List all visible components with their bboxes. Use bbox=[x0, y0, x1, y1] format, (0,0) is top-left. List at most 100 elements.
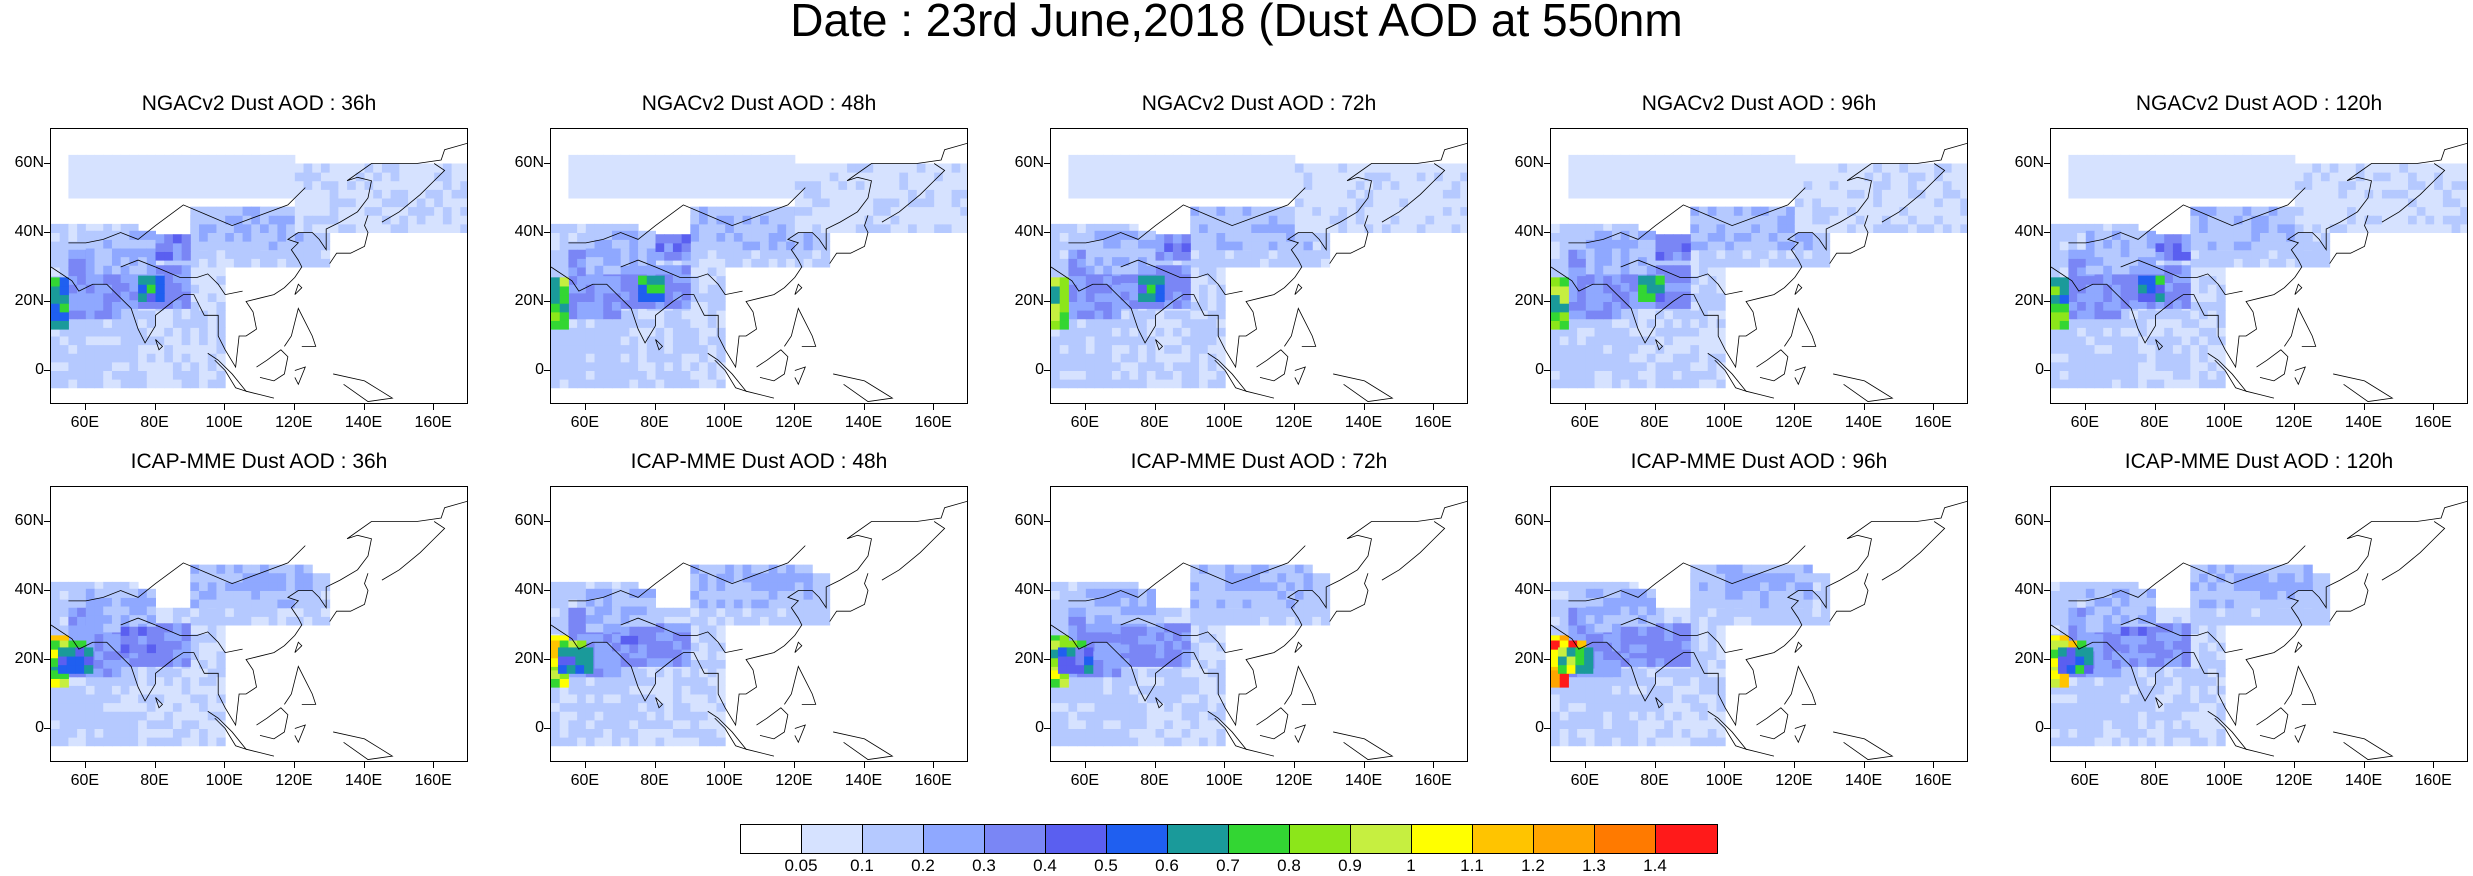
aod-cell bbox=[1847, 215, 1856, 224]
aod-cell bbox=[1452, 215, 1461, 224]
aod-cell bbox=[917, 224, 926, 233]
aod-cell bbox=[190, 258, 199, 267]
aod-cell bbox=[2103, 319, 2112, 328]
aod-cell bbox=[182, 353, 191, 362]
aod-cell bbox=[2156, 234, 2165, 243]
aod-cell bbox=[1595, 172, 1604, 181]
lat-tick-label: 20N bbox=[1504, 292, 1544, 310]
aod-cell bbox=[2234, 207, 2243, 216]
aod-cell bbox=[2138, 353, 2147, 362]
aod-cell bbox=[1804, 258, 1813, 267]
aod-cell bbox=[656, 293, 665, 302]
aod-cell bbox=[2112, 181, 2121, 190]
aod-cell bbox=[786, 224, 795, 233]
aod-cell bbox=[1190, 371, 1199, 380]
aod-cell bbox=[2417, 164, 2426, 173]
aod-cell bbox=[1743, 233, 1752, 242]
aod-cell bbox=[2208, 250, 2217, 259]
aod-cell bbox=[1734, 207, 1743, 216]
lat-tick bbox=[544, 301, 550, 302]
aod-cell bbox=[925, 189, 934, 198]
aod-cell bbox=[1716, 379, 1725, 388]
aod-cell bbox=[1138, 371, 1147, 380]
aod-cell bbox=[68, 189, 77, 198]
aod-cell bbox=[795, 181, 804, 190]
aod-cell bbox=[1551, 286, 1560, 295]
aod-cell bbox=[60, 379, 69, 388]
aod-cell bbox=[1060, 312, 1069, 321]
aod-cell bbox=[304, 172, 313, 181]
aod-cell bbox=[2269, 189, 2278, 198]
aod-cell bbox=[1664, 291, 1673, 300]
aod-cell bbox=[1112, 181, 1121, 190]
aod-cell bbox=[1243, 207, 1252, 216]
aod-cell bbox=[1129, 189, 1138, 198]
aod-cell bbox=[647, 155, 656, 164]
aod-cell bbox=[1103, 353, 1112, 362]
aod-cell bbox=[2182, 371, 2191, 380]
aod-cell bbox=[568, 181, 577, 190]
aod-cell bbox=[586, 319, 595, 328]
aod-cell bbox=[1682, 310, 1691, 319]
aod-cell bbox=[129, 265, 138, 274]
aod-cell bbox=[2452, 172, 2461, 181]
aod-cell bbox=[2269, 155, 2278, 164]
aod-cell bbox=[1060, 233, 1069, 242]
aod-cell bbox=[1077, 164, 1086, 173]
aod-cell bbox=[1586, 181, 1595, 190]
lat-tick bbox=[544, 232, 550, 233]
aod-cell bbox=[2156, 172, 2165, 181]
aod-cell bbox=[586, 362, 595, 371]
aod-cell bbox=[2182, 251, 2191, 260]
aod-cell bbox=[391, 224, 400, 233]
aod-cell bbox=[2225, 189, 2234, 198]
aod-cell bbox=[452, 164, 461, 173]
aod-cell bbox=[2347, 224, 2356, 233]
aod-cell bbox=[95, 248, 104, 257]
aod-cell bbox=[1647, 345, 1656, 354]
aod-cell bbox=[1603, 155, 1612, 164]
aod-cell bbox=[1190, 267, 1199, 276]
aod-cell bbox=[952, 198, 961, 207]
aod-cell bbox=[656, 284, 665, 293]
aod-cell bbox=[1725, 250, 1734, 259]
aod-cell bbox=[1656, 327, 1665, 336]
aod-cell bbox=[1568, 233, 1577, 242]
aod-cell bbox=[1347, 164, 1356, 173]
aod-cell bbox=[847, 164, 856, 173]
aod-cell bbox=[399, 189, 408, 198]
lat-tick bbox=[1544, 370, 1550, 371]
aod-cell bbox=[1595, 319, 1604, 328]
aod-cell bbox=[734, 250, 743, 259]
panel-title: NGACv2 Dust AOD : 120h bbox=[2049, 92, 2469, 116]
aod-cell bbox=[1856, 224, 1865, 233]
aod-cell bbox=[1612, 239, 1621, 248]
aod-cell bbox=[1138, 310, 1147, 319]
aod-cell bbox=[121, 283, 130, 292]
lat-tick bbox=[44, 232, 50, 233]
aod-cell bbox=[1682, 327, 1691, 336]
aod-cell bbox=[1356, 224, 1365, 233]
aod-cell bbox=[1077, 293, 1086, 302]
aod-cell bbox=[2269, 181, 2278, 190]
aod-cell bbox=[673, 265, 682, 274]
aod-cell bbox=[208, 189, 217, 198]
aod-cell bbox=[112, 371, 121, 380]
aod-cell bbox=[917, 207, 926, 216]
aod-cell bbox=[621, 257, 630, 266]
aod-cell bbox=[1051, 336, 1060, 345]
aod-cell bbox=[682, 265, 691, 274]
aod-cell bbox=[2452, 215, 2461, 224]
aod-cell bbox=[743, 181, 752, 190]
aod-cell bbox=[1243, 172, 1252, 181]
aod-cell bbox=[121, 327, 130, 336]
lat-tick-label: 20N bbox=[4, 292, 44, 310]
aod-cell bbox=[1621, 336, 1630, 345]
aod-cell bbox=[1269, 181, 1278, 190]
aod-cell bbox=[1804, 164, 1813, 173]
aod-cell bbox=[2208, 319, 2217, 328]
aod-cell bbox=[647, 362, 656, 371]
aod-cell bbox=[2121, 189, 2130, 198]
aod-cell bbox=[269, 258, 278, 267]
aod-cell bbox=[2260, 181, 2269, 190]
